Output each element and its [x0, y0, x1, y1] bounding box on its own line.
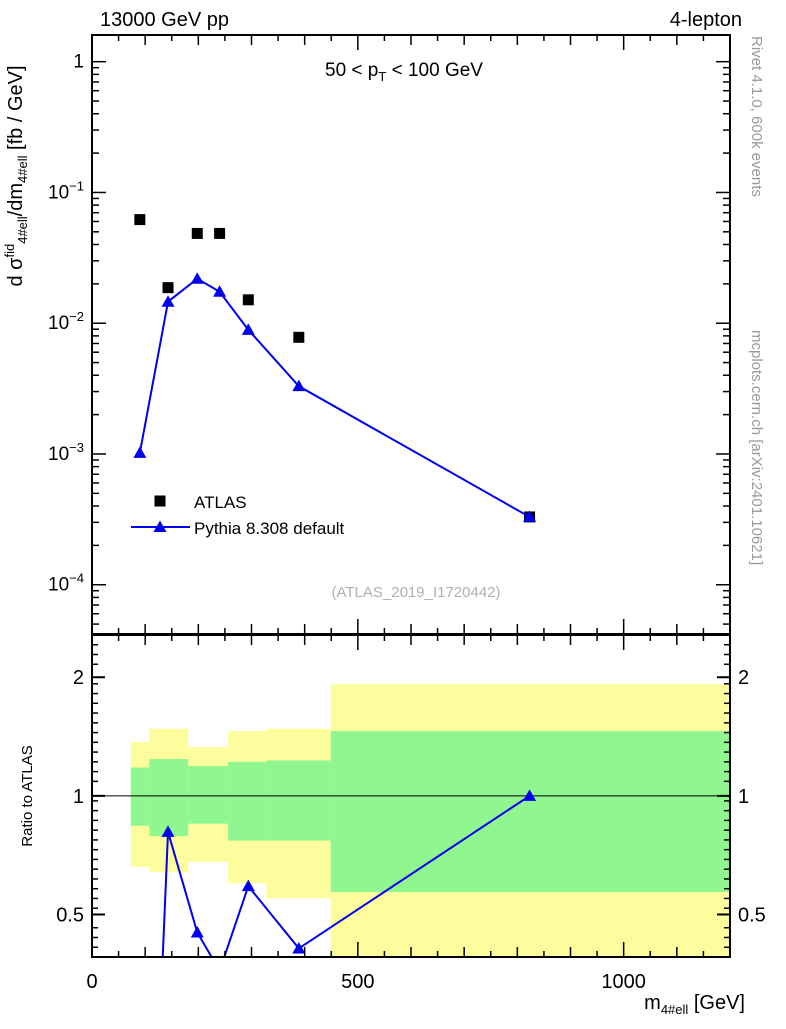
atlas-data-marker [242, 294, 254, 306]
label-part: 4#ell [661, 1002, 689, 1017]
x-axis-label: m4#ell [GeV] [644, 992, 745, 1017]
label-part: 4#ell [15, 155, 30, 183]
main-y-tick-label: 10−3 [48, 440, 84, 465]
label-part: 4#ell [15, 216, 30, 244]
mcplots-reference-note: mcplots.cern.ch [arXiv:2401.10621] [748, 330, 765, 565]
main-y-tick-label: 10−1 [48, 178, 84, 203]
label-part: −2 [69, 309, 84, 324]
label-part: 10 [48, 182, 69, 203]
ratio-series-group [161, 789, 537, 957]
legend-atlas-label: ATLAS [194, 493, 247, 512]
label-part: /dm [5, 183, 27, 216]
main-series-group [133, 214, 537, 523]
band-green [149, 759, 189, 837]
band-green [330, 731, 730, 893]
header-beam-energy: 13000 GeV pp [100, 9, 229, 31]
analysis-id-watermark: (ATLAS_2019_I1720442) [331, 584, 500, 601]
ratio-marker [241, 879, 255, 892]
label-part: T [378, 69, 386, 84]
x-tick-label: 1000 [601, 971, 646, 993]
ratio-marker [292, 941, 306, 954]
bands-clip-group [130, 684, 730, 957]
atlas-data-marker [191, 227, 203, 239]
x-tick-label: 500 [341, 971, 374, 993]
band-green [130, 767, 150, 826]
pythia-data-marker [190, 272, 204, 284]
label-part: −4 [69, 571, 84, 586]
label-part: d [5, 270, 27, 287]
atlas-data-marker [214, 227, 226, 239]
ratio-y-tick-label: 1 [738, 786, 749, 808]
main-panel-frame [91, 34, 731, 635]
label-part: [GeV] [688, 992, 745, 1014]
ratio-y-axis-label: Ratio to ATLAS [19, 745, 36, 846]
uncertainty-bands [92, 684, 730, 957]
generator-version-note: Rivet 4.1.0, 600k events [748, 36, 765, 197]
ratio-marker [190, 926, 204, 938]
label-part: < 100 GeV [386, 60, 483, 81]
data-series [133, 214, 537, 957]
main-y-tick-label: 10−2 [48, 309, 84, 334]
ratio-y-tick-label: 2 [73, 667, 84, 689]
label-part: 10 [48, 575, 69, 596]
x-tick-label: 0 [86, 971, 97, 993]
ratio-y-tick-label: 2 [738, 667, 749, 689]
label-part: −1 [69, 178, 84, 193]
main-y-axis-label: d σfid4#ell/dm4#ell [fb / GeV] [2, 65, 30, 286]
ratio-y-tick-label: 0.5 [56, 904, 84, 926]
cut-title: 50 < pT < 100 GeV [325, 60, 483, 84]
label-part: [fb / GeV] [5, 65, 27, 155]
legend-atlas-marker [154, 495, 166, 507]
pythia-data-marker [133, 446, 147, 458]
pythia-data-marker [523, 510, 537, 522]
ratio-marker [523, 789, 537, 801]
label-part: −3 [69, 440, 84, 455]
label-part: fid [2, 244, 17, 258]
legend: ATLAS Pythia 8.308 default [131, 493, 345, 538]
atlas-data-marker [293, 331, 305, 343]
label-part: σ [5, 257, 27, 270]
band-green [266, 760, 331, 841]
pythia-data-marker [213, 285, 227, 297]
legend-pythia-label: Pythia 8.308 default [194, 519, 345, 538]
pythia-data-marker [292, 379, 306, 392]
atlas-data-marker [134, 214, 146, 226]
label-part: m [644, 992, 661, 1014]
ratio-y-tick-label: 0.5 [738, 904, 766, 926]
band-green [188, 766, 229, 824]
header-analysis-group: 4-lepton [670, 9, 742, 31]
legend-pythia-marker [153, 520, 167, 532]
pythia-data-marker [161, 295, 175, 307]
atlas-data-marker [162, 282, 174, 294]
label-part: 10 [48, 444, 69, 465]
main-y-tick-label: 10−4 [48, 571, 84, 596]
main-y-tick-label: 1 [73, 52, 84, 73]
pythia-line [138, 277, 531, 518]
ratio-y-tick-label: 1 [73, 786, 84, 808]
pythia-data-marker [241, 323, 255, 335]
label-part: 10 [48, 313, 69, 334]
label-part: 50 < p [325, 60, 378, 81]
ratio-marker [161, 825, 175, 837]
band-green [228, 761, 267, 841]
